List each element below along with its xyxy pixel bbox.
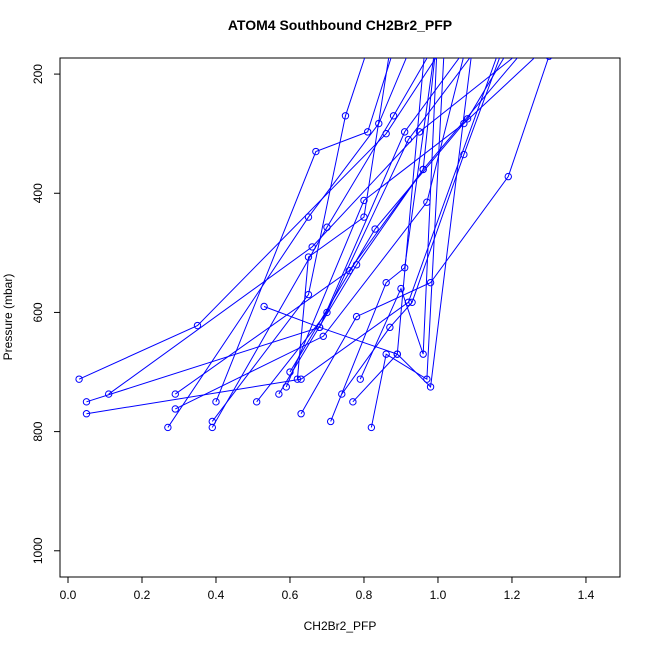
profile-line	[78, 58, 437, 380]
data-point	[419, 350, 427, 358]
data-point	[504, 172, 512, 181]
data-point	[460, 150, 468, 159]
profile-line	[359, 58, 438, 380]
data-point	[400, 128, 409, 136]
data-point	[426, 278, 435, 287]
data-point	[382, 278, 390, 287]
profile-line	[211, 58, 366, 422]
data-point	[82, 398, 91, 406]
profile-line	[211, 58, 428, 428]
data-point	[326, 417, 335, 426]
x-tick-label: 1.4	[578, 588, 595, 602]
profile-line	[256, 58, 471, 403]
data-point	[356, 375, 364, 383]
profile-line	[285, 58, 535, 388]
profile-line	[296, 58, 390, 380]
data-point	[404, 135, 413, 144]
data-point	[386, 323, 394, 332]
data-point	[389, 112, 398, 120]
profile-line	[86, 58, 460, 403]
data-point	[164, 423, 172, 432]
data-point	[360, 196, 368, 205]
data-point	[408, 298, 416, 307]
data-point	[345, 267, 353, 275]
y-tick-label: 1000	[31, 537, 45, 564]
profile-line	[86, 58, 497, 415]
data-point	[208, 423, 216, 432]
y-tick-label: 200	[31, 64, 45, 84]
profile-line	[352, 58, 472, 403]
y-axis-label: Pressure (mbar)	[1, 274, 15, 361]
profile-line	[300, 58, 549, 414]
data-point	[304, 213, 313, 221]
data-point	[319, 332, 327, 340]
data-point	[171, 405, 179, 413]
data-point	[275, 390, 283, 398]
plot-frame	[59, 57, 621, 578]
profile-line	[263, 58, 425, 355]
data-point	[545, 58, 553, 60]
data-point	[419, 165, 427, 174]
profile-line	[330, 58, 435, 422]
x-tick-label: 1.2	[504, 588, 521, 602]
data-point	[171, 390, 179, 398]
data-point	[360, 213, 368, 221]
chart-title: ATOM4 Southbound CH2Br2_PFP	[228, 17, 452, 33]
data-point	[426, 383, 435, 391]
data-point	[463, 115, 472, 123]
data-point	[104, 390, 113, 398]
data-point	[82, 410, 91, 418]
data-point	[193, 321, 202, 330]
data-point	[349, 398, 357, 406]
data-point	[367, 423, 376, 432]
y-tick-label: 600	[31, 302, 45, 322]
y-tick-label: 400	[31, 183, 45, 203]
x-tick-label: 0.2	[134, 588, 151, 602]
data-point	[341, 112, 350, 120]
plot-area	[75, 58, 553, 432]
profile-line	[289, 58, 505, 373]
x-tick-label: 1.0	[430, 588, 447, 602]
data-point	[415, 128, 424, 136]
data-point	[293, 375, 302, 383]
data-point	[212, 398, 220, 406]
data-point	[397, 284, 405, 293]
data-point	[286, 368, 294, 376]
data-point	[297, 410, 305, 418]
x-axis-label: CH2Br2_PFP	[304, 619, 377, 633]
profile-line	[370, 58, 445, 428]
x-tick-label: 0.0	[60, 588, 77, 602]
data-point	[423, 375, 431, 383]
data-point	[260, 302, 268, 311]
x-tick-label: 0.8	[356, 588, 373, 602]
profile-line	[215, 58, 392, 403]
y-tick-label: 800	[31, 421, 45, 441]
data-point	[304, 253, 313, 261]
data-point	[352, 312, 361, 321]
data-point	[371, 225, 379, 233]
data-point	[393, 350, 401, 358]
data-point	[315, 323, 324, 332]
x-tick-label: 0.6	[282, 588, 299, 602]
data-point	[75, 375, 83, 383]
data-point	[338, 390, 346, 398]
data-point	[323, 223, 331, 231]
data-point	[382, 350, 390, 358]
profile-line	[167, 58, 407, 428]
data-point	[252, 398, 261, 406]
profile-line	[174, 58, 436, 395]
data-point	[282, 383, 290, 391]
data-point	[312, 147, 320, 156]
data-point	[363, 128, 372, 136]
x-tick-label: 0.4	[208, 588, 225, 602]
